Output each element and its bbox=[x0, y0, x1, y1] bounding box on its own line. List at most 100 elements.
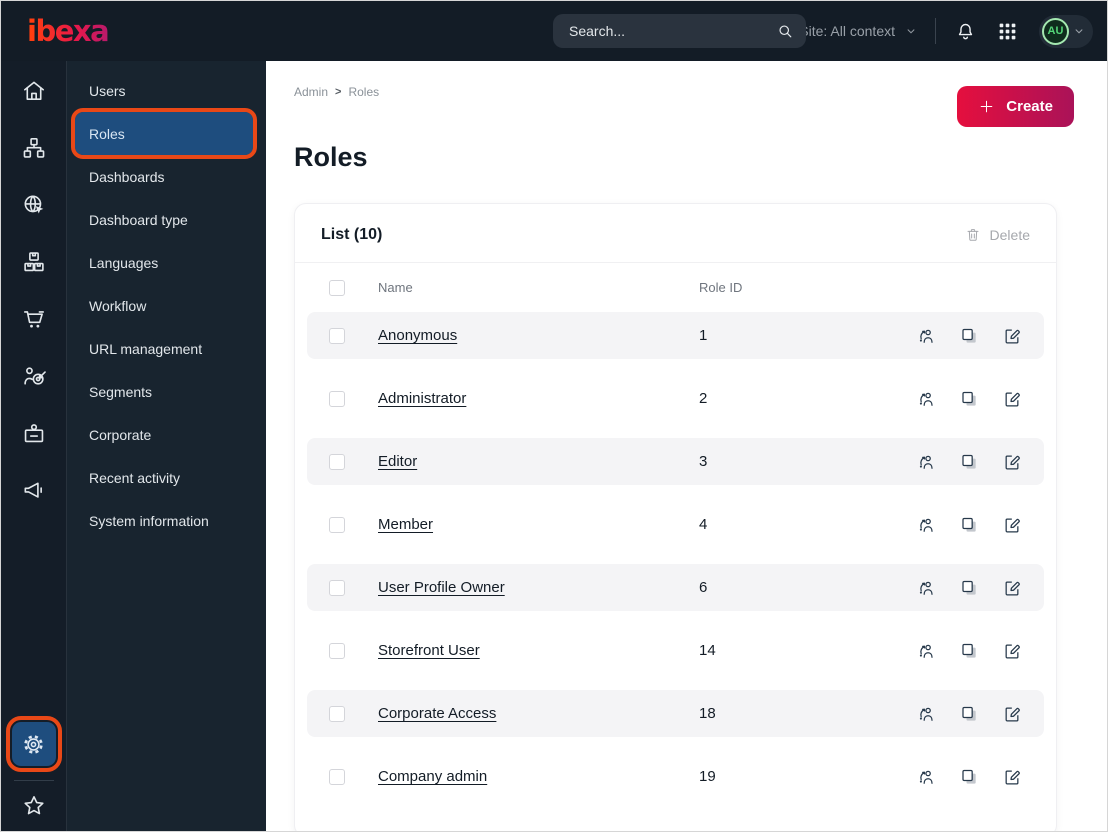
cart-icon[interactable] bbox=[21, 306, 47, 332]
corporate-badge-icon[interactable] bbox=[21, 420, 47, 446]
table-header-row: Name Role ID bbox=[307, 263, 1044, 312]
topbar-divider bbox=[935, 18, 936, 44]
row-checkbox[interactable] bbox=[329, 390, 345, 407]
row-checkbox[interactable] bbox=[329, 768, 345, 785]
menu-item-url-management[interactable]: URL management bbox=[89, 340, 203, 357]
role-name-link[interactable]: Corporate Access bbox=[378, 705, 497, 722]
menu-item-segments[interactable]: Segments bbox=[89, 383, 153, 400]
topbar-right: Site: All context AU bbox=[771, 14, 1093, 48]
icon-sidebar bbox=[1, 61, 67, 831]
role-name-link[interactable]: User Profile Owner bbox=[378, 579, 505, 596]
admin-settings-highlight-box[interactable] bbox=[5, 716, 62, 772]
row-checkbox[interactable] bbox=[329, 327, 345, 344]
edit-icon[interactable] bbox=[1002, 452, 1022, 472]
trash-icon bbox=[967, 229, 979, 241]
main-content: Admin > Roles Create Roles List (10) bbox=[266, 61, 1107, 831]
assign-user-icon[interactable] bbox=[916, 515, 936, 535]
delete-button-label: Delete bbox=[989, 227, 1030, 243]
card-header: List (10) Delete bbox=[295, 204, 1056, 263]
menu-item-recent-activity[interactable]: Recent activity bbox=[89, 469, 181, 486]
assign-user-icon[interactable] bbox=[916, 326, 936, 346]
row-checkbox[interactable] bbox=[329, 516, 345, 533]
edit-icon[interactable] bbox=[1002, 641, 1022, 661]
ibexa-logo[interactable]: ibexa bbox=[27, 13, 110, 48]
row-checkbox[interactable] bbox=[329, 453, 345, 470]
copy-icon[interactable] bbox=[959, 704, 979, 724]
edit-icon[interactable] bbox=[1002, 326, 1022, 346]
role-id: 19 bbox=[699, 768, 716, 785]
edit-icon[interactable] bbox=[1002, 389, 1022, 409]
copy-icon[interactable] bbox=[959, 452, 979, 472]
breadcrumb-admin[interactable]: Admin bbox=[294, 85, 329, 99]
menu-item-languages[interactable]: Languages bbox=[89, 254, 159, 271]
star-icon[interactable] bbox=[21, 793, 47, 819]
table-row: Corporate Access 18 bbox=[307, 690, 1044, 737]
app-grid-icon[interactable] bbox=[997, 21, 1018, 42]
copy-icon[interactable] bbox=[959, 389, 979, 409]
row-actions bbox=[892, 704, 1022, 724]
bell-icon[interactable] bbox=[955, 21, 976, 42]
edit-icon[interactable] bbox=[1002, 767, 1022, 787]
sidebar-divider bbox=[13, 780, 54, 781]
role-name-link[interactable]: Member bbox=[378, 516, 434, 533]
plus-icon bbox=[980, 100, 993, 113]
edit-icon[interactable] bbox=[1002, 578, 1022, 598]
assign-user-icon[interactable] bbox=[916, 641, 936, 661]
site-globe-icon[interactable] bbox=[21, 192, 47, 218]
site-context-label: Site: All context bbox=[799, 23, 895, 39]
user-menu[interactable]: AU bbox=[1039, 14, 1093, 48]
row-checkbox[interactable] bbox=[329, 579, 345, 596]
role-name-link[interactable]: Storefront User bbox=[378, 642, 480, 659]
column-header-name: Name bbox=[378, 280, 413, 295]
role-id: 3 bbox=[699, 453, 708, 470]
personalization-target-icon[interactable] bbox=[21, 363, 47, 389]
assign-user-icon[interactable] bbox=[916, 452, 936, 472]
menu-item-corporate[interactable]: Corporate bbox=[89, 426, 152, 443]
page-title: Roles bbox=[294, 142, 368, 172]
copy-icon[interactable] bbox=[959, 515, 979, 535]
row-checkbox[interactable] bbox=[329, 705, 345, 722]
megaphone-icon[interactable] bbox=[21, 477, 47, 503]
copy-icon[interactable] bbox=[959, 326, 979, 346]
search-input[interactable] bbox=[569, 23, 776, 39]
assign-user-icon[interactable] bbox=[916, 767, 936, 787]
role-name-link[interactable]: Company admin bbox=[378, 768, 488, 785]
copy-icon[interactable] bbox=[959, 767, 979, 787]
role-name-link[interactable]: Administrator bbox=[378, 390, 467, 407]
delete-button[interactable]: Delete bbox=[965, 227, 1030, 243]
menu-item-dashboard-type[interactable]: Dashboard type bbox=[89, 211, 188, 228]
assign-user-icon[interactable] bbox=[916, 389, 936, 409]
search-icon[interactable] bbox=[776, 22, 794, 40]
create-button[interactable]: Create bbox=[957, 86, 1074, 127]
global-search[interactable] bbox=[553, 14, 806, 48]
breadcrumb-separator: > bbox=[335, 86, 342, 98]
home-icon[interactable] bbox=[21, 78, 47, 104]
roles-list-card: List (10) Delete Name Role I bbox=[294, 203, 1057, 831]
product-boxes-icon[interactable] bbox=[21, 249, 47, 275]
gear-icon[interactable] bbox=[21, 732, 46, 757]
app-body: Users Roles Dashboards Dashboard type La… bbox=[1, 61, 1107, 831]
menu-item-dashboards[interactable]: Dashboards bbox=[89, 168, 165, 185]
role-name-link[interactable]: Editor bbox=[378, 453, 418, 470]
menu-item-system-information[interactable]: System information bbox=[89, 512, 209, 529]
table-row: Anonymous 1 bbox=[307, 312, 1044, 359]
select-all-checkbox[interactable] bbox=[329, 279, 345, 296]
menu-item-roles[interactable]: Roles bbox=[71, 108, 257, 159]
row-actions bbox=[892, 515, 1022, 535]
copy-icon[interactable] bbox=[959, 578, 979, 598]
row-actions bbox=[892, 767, 1022, 787]
menu-item-users[interactable]: Users bbox=[89, 82, 126, 99]
role-id: 14 bbox=[699, 642, 716, 659]
row-checkbox[interactable] bbox=[329, 642, 345, 659]
assign-user-icon[interactable] bbox=[916, 578, 936, 598]
edit-icon[interactable] bbox=[1002, 515, 1022, 535]
edit-icon[interactable] bbox=[1002, 704, 1022, 724]
role-name-link[interactable]: Anonymous bbox=[378, 327, 458, 344]
avatar[interactable]: AU bbox=[1042, 17, 1069, 45]
menu-item-workflow[interactable]: Workflow bbox=[89, 297, 147, 314]
copy-icon[interactable] bbox=[959, 641, 979, 661]
row-actions bbox=[892, 578, 1022, 598]
content-tree-icon[interactable] bbox=[21, 135, 47, 161]
assign-user-icon[interactable] bbox=[916, 704, 936, 724]
